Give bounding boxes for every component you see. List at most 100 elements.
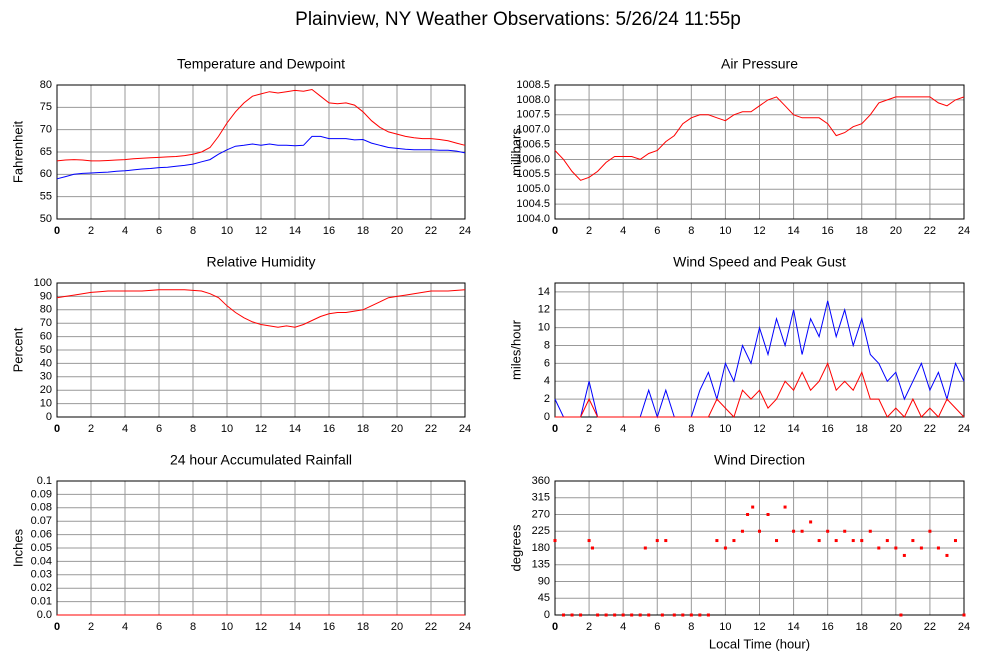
y-tick-label: 315 [532,492,550,504]
data-point [792,529,796,533]
y-tick-label: 50 [40,213,52,225]
data-point [746,513,750,516]
x-tick-label: 2 [88,621,94,633]
y-tick-label: 0.03 [31,569,52,581]
x-tick-label: 2 [88,423,94,435]
x-tick-label: 2 [586,225,592,237]
x-tick-label: 22 [924,621,936,633]
y-tick-label: 50 [40,344,52,356]
x-tick-label: 16 [323,621,335,633]
y-tick-label: 1005.0 [516,183,550,195]
data-point [751,505,755,509]
x-tick-label: 20 [391,423,403,435]
x-tick-label: 14 [787,423,799,435]
y-axis-label: Percent [10,327,25,372]
x-tick-label: 8 [190,621,196,633]
x-tick-label: 4 [122,225,128,237]
x-tick-label: 10 [221,225,233,237]
data-point [758,529,761,533]
y-tick-label: 6 [544,357,550,369]
data-point [826,529,830,533]
x-tick-label: 22 [924,423,936,435]
x-tick-label: 0 [54,621,60,633]
y-tick-label: 14 [538,286,550,298]
x-tick-label: 16 [323,423,335,435]
x-tick-label: 18 [856,225,868,237]
y-tick-label: 1007.5 [516,109,550,121]
data-point [664,539,668,543]
x-tick-label: 10 [221,423,233,435]
x-tick-label: 6 [156,225,162,237]
data-point [562,613,566,617]
x-tick-label: 16 [323,225,335,237]
data-point [834,539,838,543]
x-tick-label: 8 [688,621,694,633]
data-point [919,546,923,550]
x-tick-label: 0 [54,225,60,237]
x-tick-label: 6 [156,621,162,633]
data-point [587,539,591,543]
data-point [809,520,813,524]
x-tick-label: 4 [620,621,626,633]
data-point [723,546,727,550]
x-tick-label: 8 [190,225,196,237]
data-point [936,546,940,550]
x-tick-label: 2 [88,225,94,237]
data-point [928,529,932,533]
data-point [962,613,966,617]
y-tick-label: 0.08 [31,502,52,514]
y-tick-label: 1006.5 [516,138,550,150]
data-point [740,529,744,533]
y-tick-label: 70 [40,317,52,329]
x-tick-label: 18 [357,621,369,633]
x-tick-label: 4 [620,225,626,237]
x-tick-label: 2 [586,423,592,435]
x-tick-label: 4 [620,423,626,435]
data-point [660,613,664,617]
panel-title: Temperature and Dewpoint [177,56,345,72]
y-tick-label: 70 [40,124,52,136]
x-tick-label: 6 [654,423,660,435]
data-point [953,539,957,543]
x-tick-label: 16 [822,423,834,435]
y-tick-label: 1008.0 [516,94,550,106]
x-tick-label: 20 [391,621,403,633]
x-tick-label: 6 [654,225,660,237]
x-tick-label: 12 [753,225,765,237]
data-point [621,613,625,617]
data-point [843,529,847,533]
y-axis-label: millibars [508,128,523,176]
y-tick-label: 0.06 [31,529,52,541]
data-point [596,613,600,617]
y-tick-label: 12 [538,304,550,316]
x-tick-label: 16 [822,621,834,633]
data-point [579,613,583,617]
x-tick-label: 22 [425,423,437,435]
data-point [945,553,949,557]
x-tick-label: 0 [552,225,558,237]
x-tick-label: 12 [753,423,765,435]
y-tick-label: 0.01 [31,596,52,608]
panel-title: Air Pressure [721,56,798,72]
y-tick-label: 270 [532,508,550,520]
y-tick-label: 0.1 [37,475,52,487]
data-line [56,88,466,162]
y-tick-label: 20 [40,384,52,396]
x-tick-label: 10 [719,423,731,435]
x-tick-label: 4 [122,423,128,435]
x-tick-label: 14 [787,621,799,633]
x-tick-label: 20 [890,423,902,435]
data-line [554,96,965,181]
y-tick-label: 60 [40,168,52,180]
x-tick-label: 20 [890,225,902,237]
y-tick-label: 1005.5 [516,168,550,180]
data-point [902,553,906,557]
x-tick-label: 6 [654,621,660,633]
y-tick-label: 55 [40,191,52,203]
y-tick-label: 0 [544,411,550,423]
y-tick-label: 1007.0 [516,124,550,136]
y-tick-label: 1006.0 [516,153,550,165]
data-point [706,613,710,617]
x-tick-label: 18 [357,225,369,237]
